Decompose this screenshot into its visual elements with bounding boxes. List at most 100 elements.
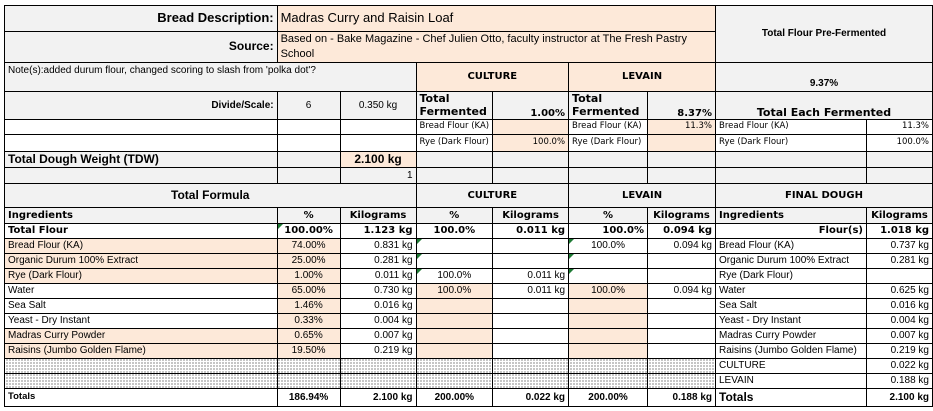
- culture-pct[interactable]: [415, 237, 494, 254]
- levain-pct[interactable]: [568, 327, 649, 344]
- ingredient-name[interactable]: Raisins (Jumbo Golden Flame): [4, 342, 278, 359]
- each-rye-pct: 100.0%: [865, 133, 933, 152]
- ingredient-pct[interactable]: 1.00%: [276, 267, 341, 284]
- culture-pct[interactable]: [415, 297, 494, 314]
- blank-cell: [339, 118, 417, 135]
- col-ingredients: Ingredients: [4, 206, 278, 224]
- ingredient-name[interactable]: Water: [4, 282, 278, 299]
- levain-kg: [647, 267, 716, 284]
- ingredient-pct[interactable]: 1.46%: [276, 297, 341, 314]
- ingredient-row: Raisins (Jumbo Golden Flame) 19.50% 0.21…: [4, 342, 933, 359]
- final-levain-label: LEVAIN: [715, 372, 867, 389]
- levain-kg: [647, 252, 716, 269]
- culture-total-flour-kg: 0.011 kg: [492, 222, 570, 239]
- divide-count[interactable]: 6: [276, 90, 341, 120]
- preferment-final-row: LEVAIN 0.188 kg: [4, 372, 933, 389]
- culture-pct[interactable]: [415, 252, 494, 269]
- total-flour-pct: 100.00%: [276, 222, 341, 239]
- ingredient-kg: 0.219 kg: [339, 342, 417, 359]
- source-label: Source:: [4, 31, 278, 63]
- bread-description-value[interactable]: Madras Curry and Raisin Loaf: [276, 5, 717, 32]
- final-ingredient-kg: 0.737 kg: [865, 237, 933, 254]
- levain-flour-name: Bread Flour (KA): [568, 118, 649, 135]
- blank-cell: [339, 133, 417, 152]
- ingredient-kg: 0.281 kg: [339, 252, 417, 269]
- ingredient-name[interactable]: Madras Curry Powder: [4, 327, 278, 344]
- bread-formula-spreadsheet: Bread Description: Madras Curry and Rais…: [4, 5, 933, 407]
- ingredient-pct[interactable]: 0.33%: [276, 312, 341, 329]
- blank-cell: [647, 150, 716, 168]
- final-ingredient-name: Bread Flour (KA): [715, 237, 867, 254]
- col-pct: %: [276, 206, 341, 224]
- culture-totals-pct: 200.00%: [415, 387, 494, 407]
- ingredient-row: Yeast - Dry Instant 0.33% 0.004 kg Yeast…: [4, 312, 933, 329]
- culture-pct[interactable]: 100.0%: [415, 267, 494, 284]
- ingredient-kg: 0.007 kg: [339, 327, 417, 344]
- levain-total-flour-kg: 0.094 kg: [647, 222, 716, 239]
- ingredient-name[interactable]: Bread Flour (KA): [4, 237, 278, 254]
- levain-pct[interactable]: [568, 312, 649, 329]
- final-totals-kg: 2.100 kg: [865, 387, 933, 407]
- culture-pct[interactable]: [415, 327, 494, 344]
- culture-kg: [492, 342, 570, 359]
- ingredient-name[interactable]: Sea Salt: [4, 297, 278, 314]
- culture-flour-name: Bread Flour (KA): [415, 118, 494, 135]
- culture-rye-pct[interactable]: 100.0%: [492, 133, 570, 152]
- final-flours-kg: 1.018 kg: [865, 222, 933, 239]
- levain-flour-pct[interactable]: 11.3%: [647, 118, 716, 135]
- notes-cell[interactable]: Note(s):added durum flour, changed scori…: [4, 61, 417, 92]
- ingredient-pct[interactable]: 65.00%: [276, 282, 341, 299]
- multiplier-value: 1: [339, 166, 417, 184]
- culture-rye-name: Rye (Dark Flour): [415, 133, 494, 152]
- ingredient-pct[interactable]: 25.00%: [276, 252, 341, 269]
- blank-cell: [568, 150, 649, 168]
- shaded-cell: [647, 357, 716, 374]
- levain-header: LEVAIN: [568, 61, 716, 92]
- culture-pct[interactable]: [415, 312, 494, 329]
- blank-cell: [492, 166, 570, 184]
- culture-section-header: CULTURE: [415, 182, 570, 208]
- levain-pct[interactable]: 100.0%: [568, 282, 649, 299]
- culture-flour-pct[interactable]: [492, 118, 570, 135]
- totals-row: Totals 186.94% 2.100 kg 200.00% 0.022 kg…: [4, 387, 933, 407]
- source-value[interactable]: Based on - Bake Magazine - Chef Julien O…: [276, 31, 717, 63]
- final-ingredient-kg: 0.007 kg: [865, 327, 933, 344]
- ingredient-pct[interactable]: 0.65%: [276, 327, 341, 344]
- each-flour-pct: 11.3%: [865, 118, 933, 135]
- ingredient-row: Water 65.00% 0.730 kg 100.0% 0.011 kg 10…: [4, 282, 933, 299]
- levain-pct[interactable]: [568, 297, 649, 314]
- culture-pct[interactable]: 100.0%: [415, 282, 494, 299]
- levain-kg: [647, 327, 716, 344]
- ingredient-pct[interactable]: 74.00%: [276, 237, 341, 254]
- shaded-cell: [415, 372, 494, 389]
- col-levain-kg: Kilograms: [647, 206, 716, 224]
- notes-text: Note(s):added durum flour, changed scori…: [8, 64, 316, 76]
- ingredient-name[interactable]: Yeast - Dry Instant: [4, 312, 278, 329]
- blank-cell: [647, 166, 716, 184]
- culture-pct[interactable]: [415, 342, 494, 359]
- levain-rye-pct[interactable]: [647, 133, 716, 152]
- culture-totals-kg: 0.022 kg: [492, 387, 570, 407]
- ingredient-name[interactable]: Organic Durum 100% Extract: [4, 252, 278, 269]
- blank-cell: [276, 118, 341, 135]
- shaded-cell: [647, 372, 716, 389]
- culture-total-fermented-value: 1.00%: [492, 90, 570, 120]
- shaded-cell: [4, 357, 278, 374]
- totals-kg: 2.100 kg: [339, 387, 417, 407]
- ingredient-pct[interactable]: 19.50%: [276, 342, 341, 359]
- levain-pct[interactable]: [568, 267, 649, 284]
- ingredient-name[interactable]: Rye (Dark Flour): [4, 267, 278, 284]
- levain-total-fermented-value: 8.37%: [647, 90, 716, 120]
- shaded-cell: [492, 357, 570, 374]
- ingredient-row: Rye (Dark Flour) 1.00% 0.011 kg 100.0% 0…: [4, 267, 933, 284]
- levain-pct[interactable]: 100.0%: [568, 237, 649, 254]
- tdw-value[interactable]: 2.100 kg: [339, 150, 417, 168]
- col-final-kg: Kilograms: [865, 206, 933, 224]
- final-ingredient-kg: 0.625 kg: [865, 282, 933, 299]
- col-final-ingredients: Ingredients: [715, 206, 867, 224]
- culture-kg: 0.011 kg: [492, 267, 570, 284]
- levain-pct[interactable]: [568, 342, 649, 359]
- blank-cell: [276, 133, 341, 152]
- final-ingredient-kg: [865, 267, 933, 284]
- levain-pct[interactable]: [568, 252, 649, 269]
